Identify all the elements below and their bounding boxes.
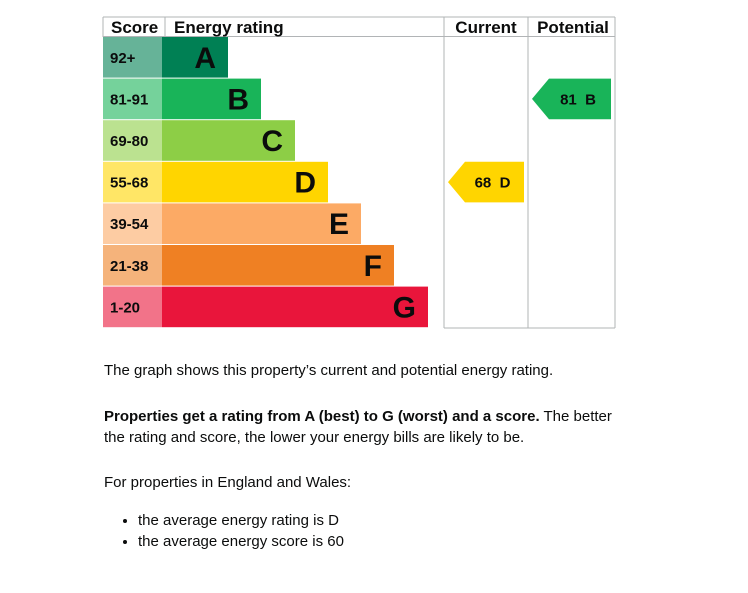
rating-letter-f: F (364, 250, 382, 283)
potential-column-header: Potential (537, 18, 609, 37)
score-range-f: 21-38 (110, 258, 148, 275)
current-rating-arrow (448, 161, 524, 203)
score-cell-b (103, 78, 162, 120)
chart-header: Score Energy rating Current Potential (111, 18, 609, 37)
rating-letter-b: B (227, 83, 249, 116)
score-range-c: 69-80 (110, 133, 148, 150)
chart-grid (102, 16, 616, 329)
rating-bar-g (162, 286, 428, 328)
potential-rating-label: 81 B (560, 91, 596, 108)
score-column-header: Score (111, 18, 158, 37)
list-item-average-rating: the average energy rating is D (138, 510, 344, 531)
score-cell-c (103, 120, 162, 161)
current-column-header: Current (455, 18, 517, 37)
rating-letter-d: D (294, 167, 316, 200)
rating-bar-b (162, 78, 261, 120)
score-cell-g (103, 286, 162, 328)
averages-list: the average energy rating is D the avera… (104, 510, 344, 552)
rating-explanation-rest: The better the rating and score, the low… (104, 408, 612, 446)
rating-column-header: Energy rating (174, 18, 284, 37)
rating-bar-d (162, 161, 328, 203)
score-cell-f (103, 245, 162, 286)
score-range-a: 92+ (110, 50, 136, 67)
region-note: For properties in England and Wales: (104, 474, 352, 491)
rating-bar-f (162, 245, 394, 286)
rating-explanation-bold: Properties get a rating from A (best) to… (104, 408, 540, 425)
rating-bar-e (162, 203, 361, 244)
rating-bar-a (162, 37, 228, 78)
score-cell-e (103, 203, 162, 244)
rating-letter-e: E (329, 208, 349, 241)
score-range-b: 81-91 (110, 91, 148, 108)
rating-letter-g: G (393, 291, 416, 324)
score-range-e: 39-54 (110, 216, 149, 233)
score-cell-d (103, 161, 162, 203)
rating-bar-c (162, 120, 295, 161)
score-range-d: 55-68 (110, 175, 148, 192)
score-cell-a (103, 37, 162, 78)
energy-rating-chart: 92+ A81-91 B69-80 C55-68 D39-54 E21-38 F1-20 G … (102, 16, 616, 329)
rating-explanation: Properties get a rating from A (best) to… (104, 406, 624, 448)
list-item-average-score: the average energy score is 60 (138, 531, 344, 552)
rating-letter-c: C (261, 125, 283, 158)
potential-rating-arrow (532, 78, 611, 120)
rating-letter-a: A (194, 42, 216, 75)
chart-description: The graph shows this property’s current … (104, 362, 554, 379)
current-rating-label: 68 D (475, 175, 511, 192)
score-range-g: 1-20 (110, 299, 140, 316)
rating-bands: 92+ A 81-91 B 69-80 C 55-68 D 39-54 E 21-38 F 1-20 G (103, 37, 428, 328)
rating-arrows: 68 D 81 B (448, 78, 611, 203)
